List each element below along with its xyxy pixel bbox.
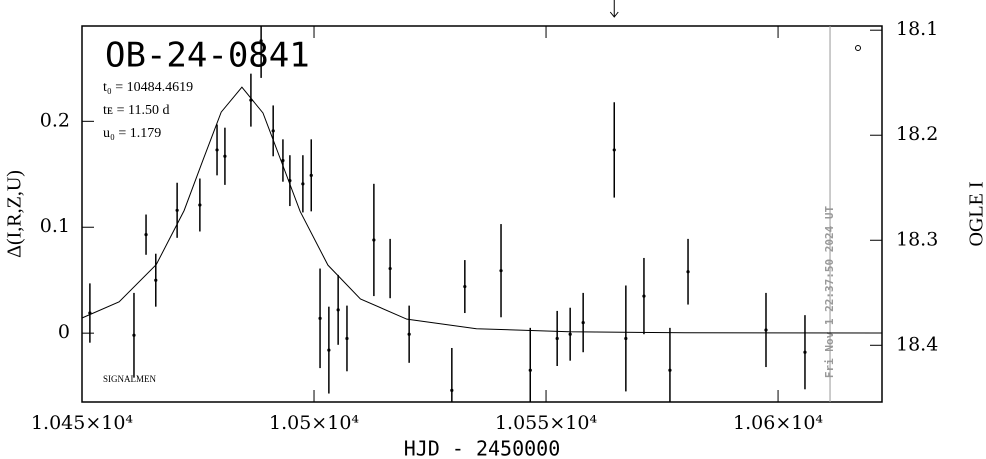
data-point [528,368,532,372]
y2-tick-label: 18.2 [896,123,938,145]
data-point [555,336,559,341]
data-point [223,154,227,158]
data-point [642,294,646,298]
data-point [318,316,322,320]
y-tick-label: 0.2 [40,109,70,131]
credit: SIGNALMEN [103,374,156,384]
y2-axis-label: OGLE I [966,182,986,247]
data-point [764,328,768,332]
data-point [624,336,628,341]
x-axis-label: HJD - 2450000 [404,437,561,459]
y-tick-label: 0.1 [40,215,70,237]
y-tick-label: 0 [58,321,70,343]
data-point [301,182,305,186]
plot-frame [81,25,883,403]
data-point [215,148,219,152]
annotation: tᴇ = 11.50 d [103,103,170,118]
y2-tick-label: 18.1 [896,18,938,40]
data-point [288,179,292,183]
annotation: t₀ = 10484.4619 [103,80,193,95]
data-point [668,368,672,372]
arrow [609,0,619,18]
data-point [259,39,263,43]
data-point [144,233,148,237]
y2-tick-label: 18.4 [896,333,938,355]
annotation: u₀ = 1.179 [103,126,161,141]
data-point [803,350,807,354]
data-point [372,238,376,242]
x-tick-label: 1.05×10⁴ [269,412,359,434]
model-curve [81,86,883,334]
data-point [388,266,392,271]
data-point [154,278,158,282]
data-point [281,158,285,163]
data-point [345,336,349,341]
data-point [249,98,253,102]
data-point [88,311,92,315]
y2-tick-label: 18.3 [896,228,938,250]
data-point [271,129,275,133]
chart-title: OB-24-0841 [105,36,310,76]
data-point [581,320,585,325]
data-point [407,332,411,336]
y-axis-label: Δ(I,R,Z,U) [4,170,26,258]
data-point [309,173,313,177]
data-point [612,148,616,152]
data-point [132,333,136,337]
data-point [175,208,179,212]
symbol [855,45,861,51]
x-tick-label: 1.055×10⁴ [495,412,597,434]
data-point [568,332,572,336]
data-point [198,203,202,207]
data-point [450,388,454,392]
x-tick-label: 1.045×10⁴ [31,412,133,434]
data-point [336,308,340,312]
data-point [686,270,690,274]
data-point [463,284,467,289]
x-tick-label: 1.06×10⁴ [733,412,823,434]
data-point [327,348,331,352]
timestamp: Fri Nov 1 22:37:50 2024 UT [823,206,836,379]
data-point [499,269,503,273]
